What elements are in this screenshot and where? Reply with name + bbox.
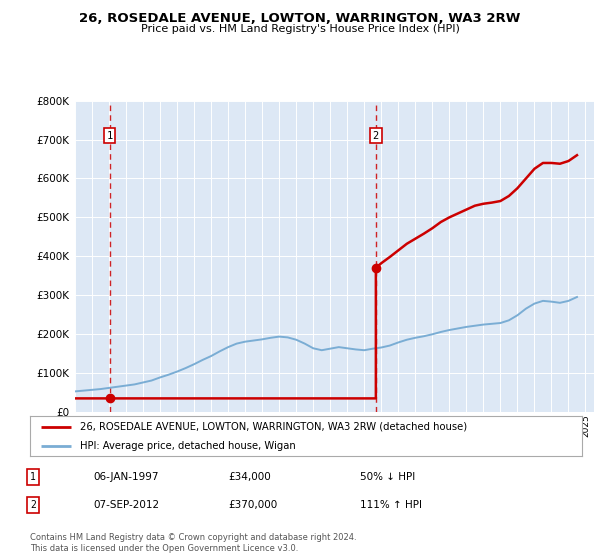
- Text: 1: 1: [106, 131, 113, 141]
- Text: 26, ROSEDALE AVENUE, LOWTON, WARRINGTON, WA3 2RW (detached house): 26, ROSEDALE AVENUE, LOWTON, WARRINGTON,…: [80, 422, 467, 432]
- Text: 50% ↓ HPI: 50% ↓ HPI: [360, 472, 415, 482]
- Text: £34,000: £34,000: [228, 472, 271, 482]
- Text: 2: 2: [373, 131, 379, 141]
- Text: 2: 2: [30, 500, 36, 510]
- Text: 1: 1: [30, 472, 36, 482]
- Text: 06-JAN-1997: 06-JAN-1997: [93, 472, 158, 482]
- Text: Contains HM Land Registry data © Crown copyright and database right 2024.
This d: Contains HM Land Registry data © Crown c…: [30, 533, 356, 553]
- Text: Price paid vs. HM Land Registry's House Price Index (HPI): Price paid vs. HM Land Registry's House …: [140, 24, 460, 34]
- Text: 07-SEP-2012: 07-SEP-2012: [93, 500, 159, 510]
- Text: 111% ↑ HPI: 111% ↑ HPI: [360, 500, 422, 510]
- Text: £370,000: £370,000: [228, 500, 277, 510]
- Text: 26, ROSEDALE AVENUE, LOWTON, WARRINGTON, WA3 2RW: 26, ROSEDALE AVENUE, LOWTON, WARRINGTON,…: [79, 12, 521, 25]
- Text: HPI: Average price, detached house, Wigan: HPI: Average price, detached house, Wiga…: [80, 441, 295, 450]
